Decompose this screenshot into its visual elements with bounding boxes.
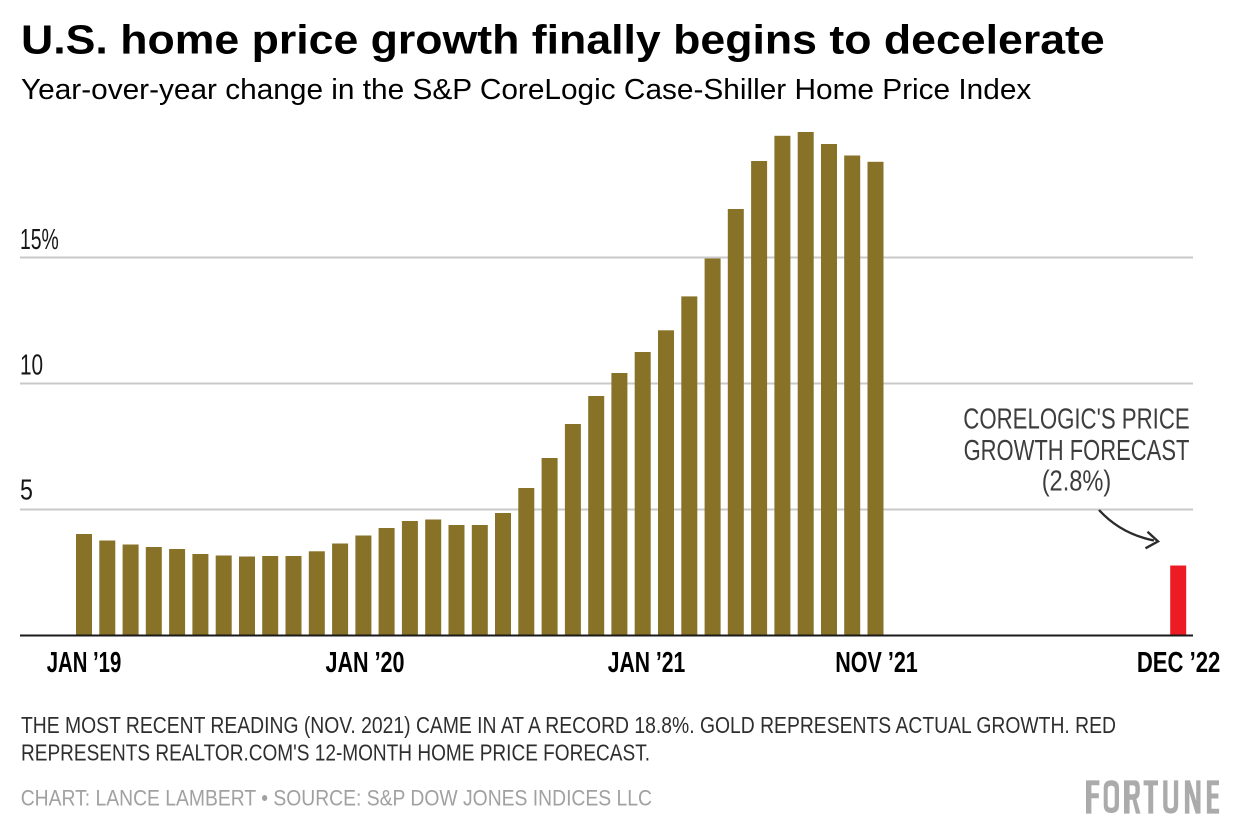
svg-text:JAN ’19: JAN ’19: [47, 647, 122, 679]
svg-text:(2.8%): (2.8%): [1042, 465, 1112, 497]
svg-text:5: 5: [20, 474, 33, 506]
svg-text:CORELOGIC'S PRICE: CORELOGIC'S PRICE: [963, 403, 1189, 435]
svg-text:CHART: LANCE LAMBERT • SOURCE:: CHART: LANCE LAMBERT • SOURCE: S&P DOW J…: [21, 786, 652, 811]
svg-text:THE MOST RECENT READING (NOV.: THE MOST RECENT READING (NOV. 2021) CAME…: [21, 712, 1116, 738]
svg-text:REPRESENTS REALTOR.COM'S 12-MO: REPRESENTS REALTOR.COM'S 12-MONTH HOME P…: [21, 739, 650, 765]
svg-text:U.S. home price growth finally: U.S. home price growth finally begins to…: [21, 17, 1105, 63]
svg-text:15%: 15%: [20, 224, 59, 256]
svg-text:10: 10: [20, 350, 43, 382]
svg-text:GROWTH FORECAST: GROWTH FORECAST: [964, 434, 1190, 466]
svg-text:JAN ’21: JAN ’21: [608, 647, 686, 679]
svg-text:DEC ’22: DEC ’22: [1137, 647, 1221, 679]
svg-text:NOV ’21: NOV ’21: [835, 647, 918, 679]
svg-text:Year-over-year change in the S: Year-over-year change in the S&P CoreLog…: [21, 74, 1031, 106]
svg-text:JAN ’20: JAN ’20: [326, 647, 405, 679]
